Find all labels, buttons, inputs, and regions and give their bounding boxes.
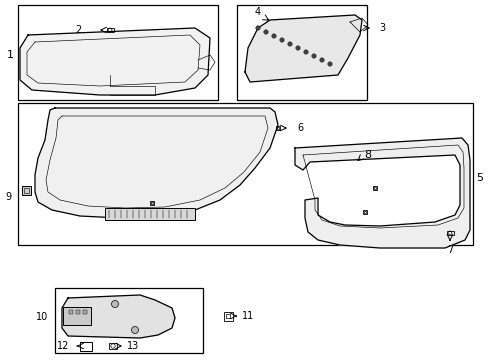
Text: 2: 2 bbox=[75, 25, 81, 35]
Bar bbox=[373, 186, 377, 190]
Polygon shape bbox=[295, 138, 470, 248]
Circle shape bbox=[112, 301, 119, 307]
Bar bbox=[446, 230, 454, 235]
Bar bbox=[22, 186, 31, 195]
Text: 1: 1 bbox=[6, 50, 14, 60]
Bar bbox=[18, 103, 473, 245]
Text: 13: 13 bbox=[127, 341, 139, 351]
Text: 11: 11 bbox=[242, 311, 254, 321]
Circle shape bbox=[320, 58, 324, 62]
Bar bbox=[277, 127, 279, 129]
Circle shape bbox=[304, 50, 308, 54]
Text: 8: 8 bbox=[365, 150, 371, 160]
Bar bbox=[24, 188, 29, 193]
Circle shape bbox=[280, 38, 284, 42]
Bar bbox=[226, 314, 230, 318]
Bar bbox=[223, 311, 232, 320]
Text: 4: 4 bbox=[255, 7, 261, 17]
Bar bbox=[364, 211, 366, 213]
Text: 12: 12 bbox=[57, 341, 69, 351]
Circle shape bbox=[256, 26, 260, 30]
Bar bbox=[106, 28, 114, 32]
Text: 7: 7 bbox=[447, 245, 453, 255]
Bar bbox=[69, 310, 73, 314]
Bar bbox=[109, 343, 117, 349]
Polygon shape bbox=[62, 295, 175, 338]
Bar bbox=[105, 208, 195, 220]
Bar bbox=[276, 126, 280, 130]
Bar bbox=[83, 310, 87, 314]
Circle shape bbox=[296, 46, 300, 50]
Text: 10: 10 bbox=[36, 312, 48, 322]
Bar bbox=[55, 288, 203, 353]
Text: 6: 6 bbox=[297, 123, 303, 133]
Bar bbox=[151, 202, 153, 204]
Bar bbox=[63, 307, 91, 325]
Polygon shape bbox=[35, 108, 278, 218]
Polygon shape bbox=[20, 28, 210, 95]
Circle shape bbox=[272, 34, 276, 38]
Circle shape bbox=[131, 327, 139, 333]
Circle shape bbox=[312, 54, 316, 58]
Bar bbox=[76, 310, 80, 314]
Bar bbox=[18, 5, 218, 100]
Polygon shape bbox=[245, 15, 362, 82]
Text: 9: 9 bbox=[5, 192, 11, 202]
Bar bbox=[374, 187, 376, 189]
Circle shape bbox=[328, 62, 332, 66]
Bar bbox=[80, 342, 92, 351]
Bar bbox=[237, 5, 367, 100]
Circle shape bbox=[264, 30, 268, 34]
Bar bbox=[363, 210, 367, 214]
Bar bbox=[150, 201, 154, 205]
Text: 5: 5 bbox=[476, 173, 484, 183]
Text: 3: 3 bbox=[379, 23, 385, 33]
Circle shape bbox=[288, 42, 292, 46]
